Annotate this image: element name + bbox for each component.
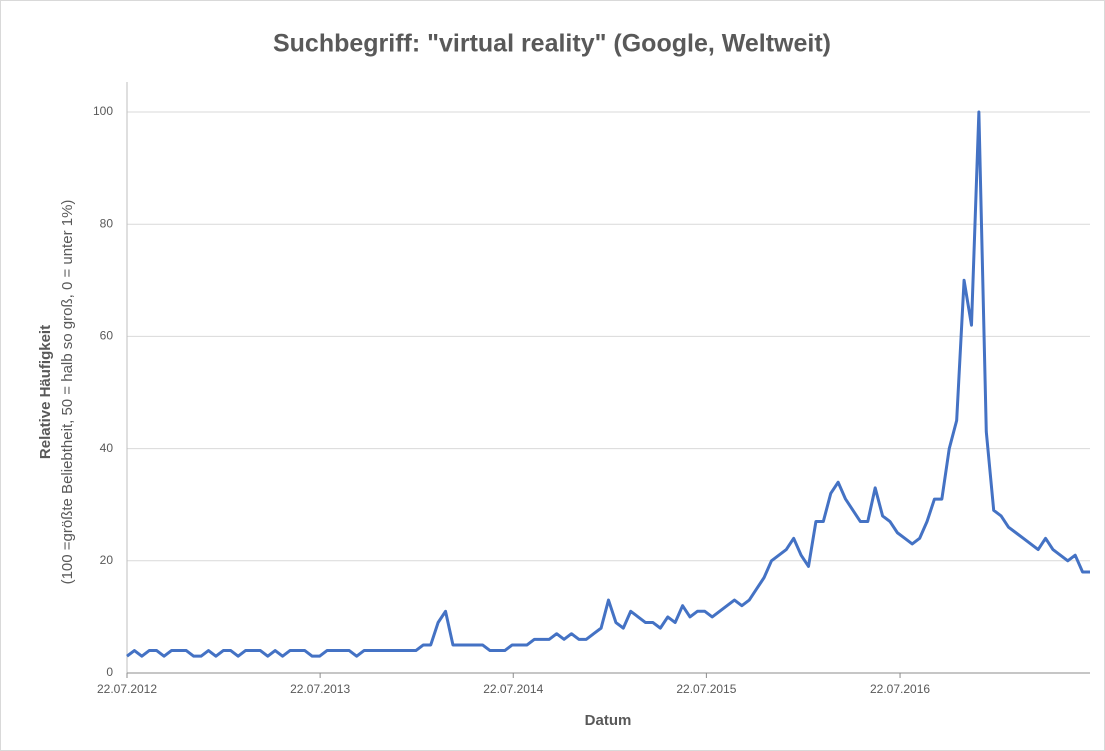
y-tick-label: 20 bbox=[100, 553, 114, 567]
y-tick-label: 80 bbox=[100, 216, 114, 230]
y-axis-sublabel: (100 =größte Beliebtheit, 50 = halb so g… bbox=[59, 200, 76, 585]
y-tick-label: 0 bbox=[106, 665, 113, 679]
x-tick-label: 22.07.2015 bbox=[676, 682, 736, 696]
y-tick-label: 40 bbox=[100, 441, 114, 455]
y-tick-label: 60 bbox=[100, 329, 114, 343]
y-axis-label: Relative Häufigkeit bbox=[37, 325, 54, 459]
x-tick-label: 22.07.2013 bbox=[290, 682, 350, 696]
y-tick-label: 100 bbox=[93, 104, 113, 118]
chart-title: Suchbegriff: "virtual reality" (Google, … bbox=[273, 30, 831, 58]
x-tick-label: 22.07.2012 bbox=[97, 682, 157, 696]
data-line bbox=[126, 110, 1090, 658]
x-tick-label: 22.07.2014 bbox=[483, 682, 543, 696]
x-tick-label: 22.07.2016 bbox=[870, 682, 930, 696]
x-axis-label: Datum bbox=[585, 712, 632, 729]
